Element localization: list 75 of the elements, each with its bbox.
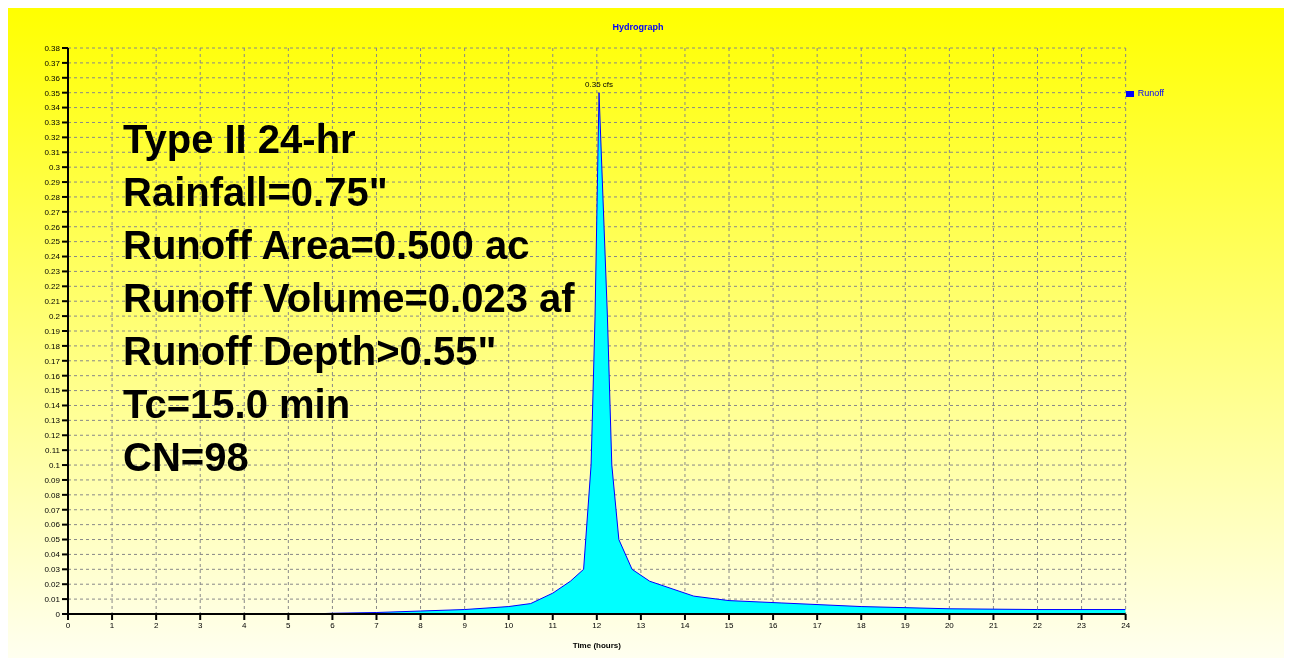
annotation: Runoff Area=0.500 ac bbox=[123, 222, 531, 269]
y-tick-label: 0.02 bbox=[44, 580, 61, 590]
annotation: Runoff Depth>0.55" bbox=[123, 328, 498, 375]
y-tick-label: 0.13 bbox=[44, 416, 61, 426]
y-tick-label: 0.18 bbox=[44, 341, 61, 351]
x-tick-label: 10 bbox=[504, 620, 514, 630]
x-tick-label: 20 bbox=[944, 620, 955, 630]
y-tick-label: 0.12 bbox=[44, 431, 61, 441]
x-tick-label: 12 bbox=[592, 620, 602, 630]
y-tick-label: 0 bbox=[55, 609, 61, 619]
y-tick-label: 0.31 bbox=[44, 148, 61, 158]
y-tick-label: 0.34 bbox=[44, 103, 61, 113]
y-tick-label: 0.27 bbox=[44, 207, 61, 217]
annotation: Tc=15.0 min bbox=[123, 381, 352, 428]
y-tick-label: 0.04 bbox=[44, 550, 61, 560]
y-tick-label: 0.03 bbox=[44, 565, 61, 575]
y-tick-label: 0.35 bbox=[44, 88, 61, 98]
y-tick-label: 0.23 bbox=[44, 267, 61, 277]
x-tick-label: 24 bbox=[1121, 620, 1131, 630]
annotation: 0.35 cfs bbox=[585, 79, 614, 89]
legend-label: Runoff bbox=[1137, 88, 1164, 98]
y-tick-label: 0.05 bbox=[44, 535, 61, 545]
x-tick-label: 7 bbox=[374, 620, 380, 630]
chart-title: Hydrograph bbox=[612, 22, 664, 32]
y-tick-label: 0.22 bbox=[44, 282, 61, 292]
x-tick-label: 15 bbox=[724, 620, 735, 630]
y-tick-label: 0.25 bbox=[44, 237, 61, 247]
x-tick-label: 21 bbox=[988, 620, 999, 630]
x-tick-label: 13 bbox=[636, 620, 646, 630]
y-tick-label: 0.19 bbox=[44, 326, 61, 336]
y-tick-label: 0.14 bbox=[44, 401, 61, 411]
x-tick-label: 18 bbox=[856, 620, 867, 630]
y-tick-label: 0.37 bbox=[44, 58, 61, 68]
x-tick-label: 16 bbox=[768, 620, 779, 630]
y-tick-label: 0.32 bbox=[44, 133, 61, 143]
x-tick-label: 14 bbox=[680, 620, 690, 630]
x-tick-label: 22 bbox=[1033, 620, 1043, 630]
x-tick-label: 6 bbox=[330, 620, 336, 630]
x-tick-label: 5 bbox=[286, 620, 292, 630]
y-tick-label: 0.38 bbox=[44, 43, 61, 53]
y-tick-label: 0.1 bbox=[48, 460, 61, 470]
y-tick-label: 0.36 bbox=[44, 73, 61, 83]
annotation: Runoff Volume=0.023 af bbox=[123, 275, 575, 322]
annotation: Type II 24-hr bbox=[123, 116, 357, 163]
y-tick-label: 0.01 bbox=[44, 594, 61, 604]
y-tick-label: 0.17 bbox=[44, 356, 61, 366]
y-tick-label: 0.29 bbox=[44, 177, 61, 187]
y-tick-label: 0.07 bbox=[44, 505, 61, 515]
x-tick-label: 3 bbox=[197, 620, 203, 630]
y-tick-label: 0.24 bbox=[44, 252, 61, 262]
y-tick-label: 0.3 bbox=[48, 163, 61, 172]
y-tick-label: 0.2 bbox=[48, 311, 61, 321]
y-tick-label: 0.16 bbox=[44, 371, 61, 381]
annotation: CN=98 bbox=[123, 434, 250, 481]
y-tick-label: 0.06 bbox=[44, 520, 61, 530]
y-tick-label: 0.11 bbox=[45, 446, 61, 455]
x-tick-label: 11 bbox=[548, 620, 558, 630]
x-tick-label: 1 bbox=[109, 620, 115, 630]
y-tick-label: 0.28 bbox=[44, 192, 61, 202]
y-tick-label: 0.08 bbox=[44, 490, 61, 500]
x-tick-label: 2 bbox=[153, 620, 159, 630]
y-tick-label: 0.15 bbox=[44, 386, 61, 396]
x-tick-label: 19 bbox=[900, 620, 911, 630]
annotation: Rainfall=0.75" bbox=[123, 169, 389, 216]
y-tick-label: 0.33 bbox=[44, 118, 61, 128]
x-tick-label: 0 bbox=[65, 620, 71, 630]
x-tick-label: 17 bbox=[812, 620, 823, 630]
y-tick-label: 0.09 bbox=[44, 475, 61, 485]
x-tick-label: 23 bbox=[1077, 620, 1087, 630]
y-tick-label: 0.26 bbox=[44, 222, 61, 232]
x-tick-label: 9 bbox=[462, 620, 468, 630]
x-axis-title: Time (hours) bbox=[572, 641, 622, 650]
x-tick-label: 4 bbox=[242, 620, 248, 630]
y-tick-label: 0.21 bbox=[44, 297, 61, 307]
x-tick-label: 8 bbox=[418, 620, 424, 630]
